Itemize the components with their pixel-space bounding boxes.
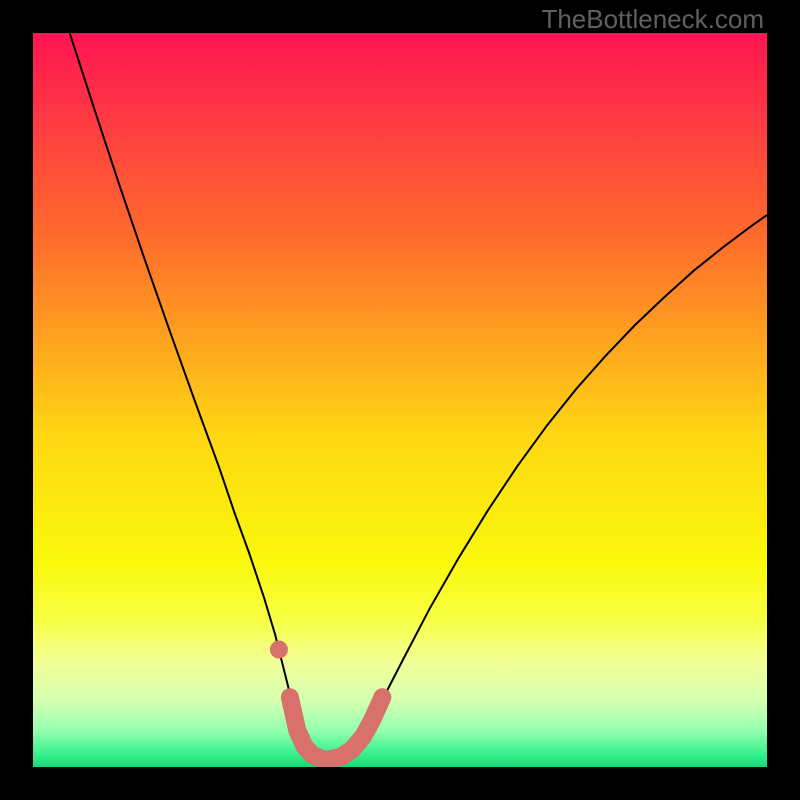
plot-overlay bbox=[33, 33, 767, 767]
watermark-text: TheBottleneck.com bbox=[541, 4, 764, 35]
bottleneck-curve bbox=[70, 33, 767, 760]
highlight-stroke bbox=[290, 697, 382, 759]
highlight-dot bbox=[270, 641, 288, 659]
chart-frame: TheBottleneck.com bbox=[0, 0, 800, 800]
plot-area bbox=[33, 33, 767, 767]
